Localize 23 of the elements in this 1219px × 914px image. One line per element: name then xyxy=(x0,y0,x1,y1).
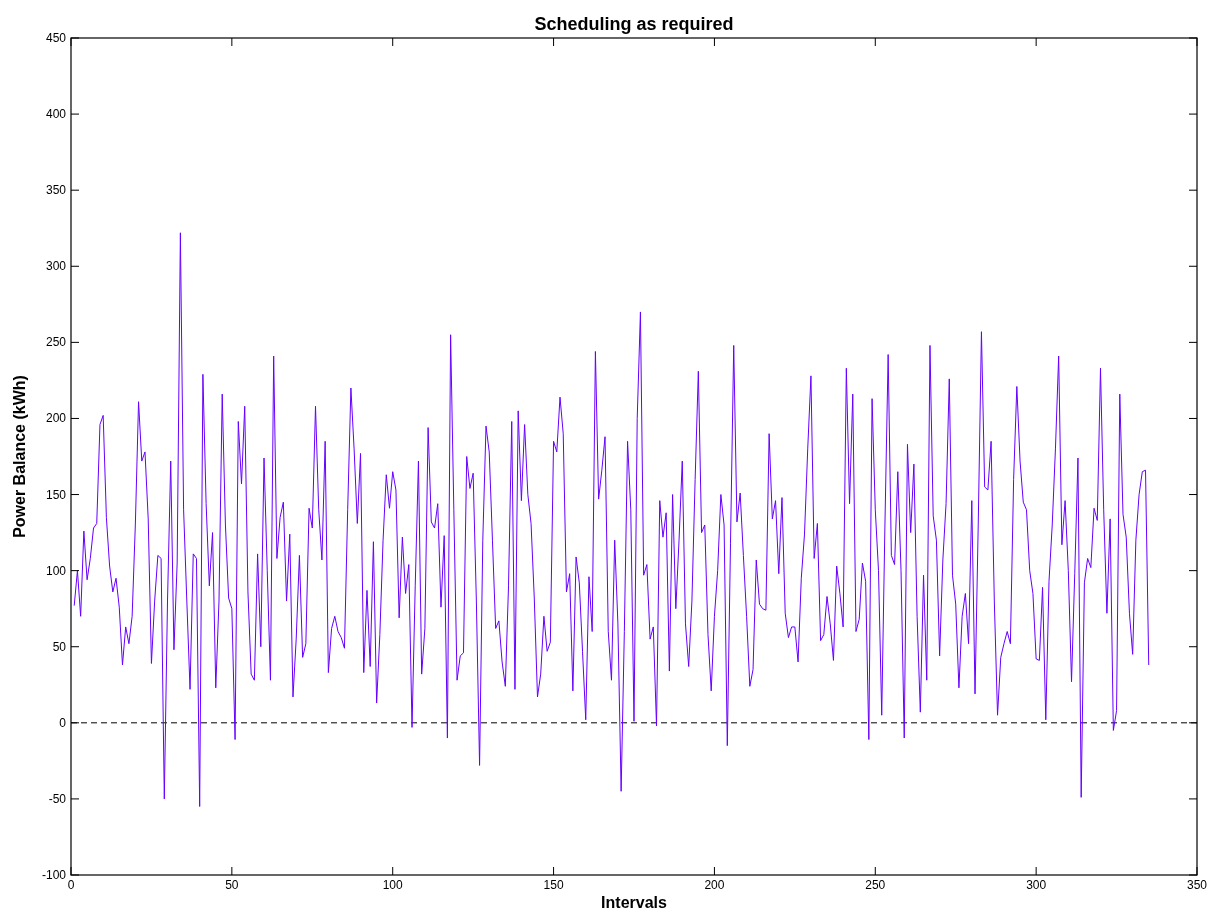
y-tick-label: 0 xyxy=(59,715,67,730)
y-tick-label: 50 xyxy=(52,639,67,654)
line-series xyxy=(73,232,1150,808)
x-tick-label: 100 xyxy=(382,878,404,892)
x-tick-label: 300 xyxy=(1026,878,1047,892)
x-tick-label: 200 xyxy=(704,878,725,892)
y-tick-label: 350 xyxy=(45,183,67,198)
x-tick-label: 50 xyxy=(225,878,239,892)
x-tick-label: 250 xyxy=(865,878,886,892)
y-tick-label: 100 xyxy=(45,563,67,578)
y-tick-label: 400 xyxy=(45,107,67,122)
x-axis-title: Intervals xyxy=(601,894,668,911)
x-tick-label: 150 xyxy=(543,878,564,892)
y-tick-label: 150 xyxy=(45,487,67,502)
y-tick-label: 200 xyxy=(45,411,67,426)
y-tick-label: 250 xyxy=(45,335,67,350)
y-axis-title: Power Balance (kWh) xyxy=(11,375,28,538)
y-tick-label: -100 xyxy=(41,868,67,882)
x-tick-label: 350 xyxy=(1186,878,1208,892)
y-tick-label: -50 xyxy=(48,791,67,806)
chart-title: Scheduling as required xyxy=(534,14,734,34)
y-tick-label: 450 xyxy=(45,31,67,45)
y-tick-label: 300 xyxy=(45,259,67,274)
